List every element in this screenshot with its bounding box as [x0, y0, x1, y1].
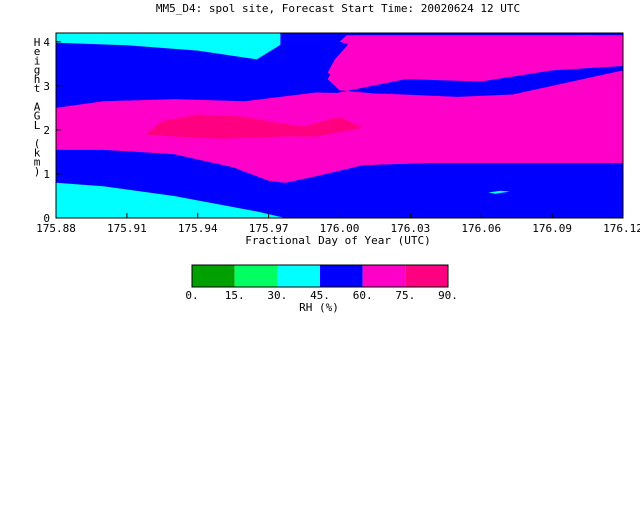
colorbar-tick-label: 15.	[225, 289, 245, 302]
y-axis-label-char: k	[34, 146, 41, 159]
colorbar-tick-label: 0.	[185, 289, 198, 302]
x-tick-label: 176.09	[532, 222, 572, 235]
y-axis-label-char: e	[34, 45, 41, 58]
colorbar-label: RH (%)	[299, 301, 339, 314]
colorbar: 0. 15. 30. 45. 60. 75. 90.	[185, 264, 458, 302]
x-tick-label: 176.03	[391, 222, 431, 235]
contour-region-75-90	[145, 114, 364, 139]
y-axis-label-char: )	[34, 165, 41, 178]
x-tick-label: 175.88	[36, 222, 76, 235]
colorbar-swatch	[405, 265, 448, 287]
x-tick-label: 176.12	[603, 222, 640, 235]
y-axis-label-char: (	[34, 137, 41, 150]
y-axis-label-char: m	[34, 156, 41, 169]
y-axis-label-char: h	[34, 73, 41, 86]
x-tick-label: 176.06	[461, 222, 501, 235]
colorbar-swatch	[234, 265, 278, 287]
colorbar-frame	[191, 264, 449, 288]
colorbar-tick-label: 45.	[310, 289, 330, 302]
colorbar-tick-label: 60.	[353, 289, 373, 302]
y-axis-label-char: A	[34, 100, 41, 113]
colorbar-swatch	[192, 265, 235, 287]
contour-region-30-45	[56, 33, 340, 60]
chart-title: MM5_D4: spol site, Forecast Start Time: …	[156, 2, 520, 15]
y-axis-label-char: H	[34, 36, 41, 49]
y-tick-label: 1	[43, 168, 50, 181]
colorbar-swatch	[320, 265, 363, 287]
y-axis-label-char: G	[34, 110, 41, 123]
colorbar-tick-label: 30.	[267, 289, 287, 302]
colorbar-tick-label: 90.	[438, 289, 458, 302]
contour-region-60-75	[56, 88, 623, 183]
x-tick-label: 175.91	[107, 222, 147, 235]
y-axis-ticks: 0 1 2 3 4	[43, 36, 61, 225]
y-tick-label: 3	[43, 80, 50, 93]
y-axis-label-char: L	[34, 119, 41, 132]
y-tick-label: 0	[43, 212, 50, 225]
x-axis-label: Fractional Day of Year (UTC)	[245, 234, 430, 247]
contour-region-30-45	[56, 182, 286, 218]
contour-region-30-45	[488, 190, 510, 194]
x-tick-label: 175.94	[178, 222, 218, 235]
y-axis-label-char: g	[34, 64, 41, 77]
colorbar-tick-label: 75.	[395, 289, 415, 302]
colorbar-swatch	[277, 265, 320, 287]
x-axis-ticks: 175.88 175.91 175.94 175.97 176.00 176.03 176.…	[36, 213, 640, 235]
y-tick-label: 4	[43, 36, 50, 49]
x-tick-label: 176.00	[320, 222, 360, 235]
y-axis-label-char: t	[34, 82, 41, 95]
contour-region-60-75	[327, 35, 623, 82]
y-tick-label: 2	[43, 124, 50, 137]
y-axis-label-char: i	[34, 54, 41, 67]
x-tick-label: 175.97	[249, 222, 289, 235]
contour-fill-regions	[56, 33, 623, 218]
colorbar-swatch	[362, 265, 406, 287]
